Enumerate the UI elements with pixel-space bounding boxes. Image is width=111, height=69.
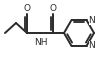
Text: O: O bbox=[50, 4, 56, 13]
Text: N: N bbox=[88, 41, 95, 51]
Text: O: O bbox=[24, 4, 31, 13]
Text: NH: NH bbox=[34, 38, 48, 47]
Text: N: N bbox=[88, 16, 95, 24]
